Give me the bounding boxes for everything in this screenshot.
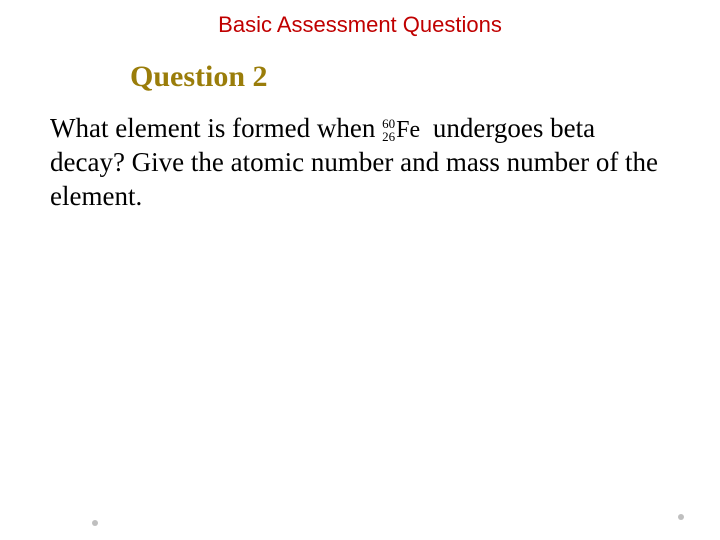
isotope-notation: 6026Fe bbox=[380, 114, 422, 143]
decor-dot-left bbox=[92, 520, 98, 526]
question-body-part1: What element is formed when bbox=[50, 113, 382, 143]
question-body: What element is formed when 6026Fe under… bbox=[0, 94, 720, 213]
isotope-numbers: 6026 bbox=[382, 117, 395, 143]
isotope-atomic-number: 26 bbox=[382, 130, 395, 143]
isotope-symbol: Fe bbox=[395, 118, 420, 142]
slide-header: Basic Assessment Questions bbox=[0, 0, 720, 38]
question-title: Question 2 bbox=[0, 38, 720, 94]
decor-dot-right bbox=[678, 514, 684, 520]
